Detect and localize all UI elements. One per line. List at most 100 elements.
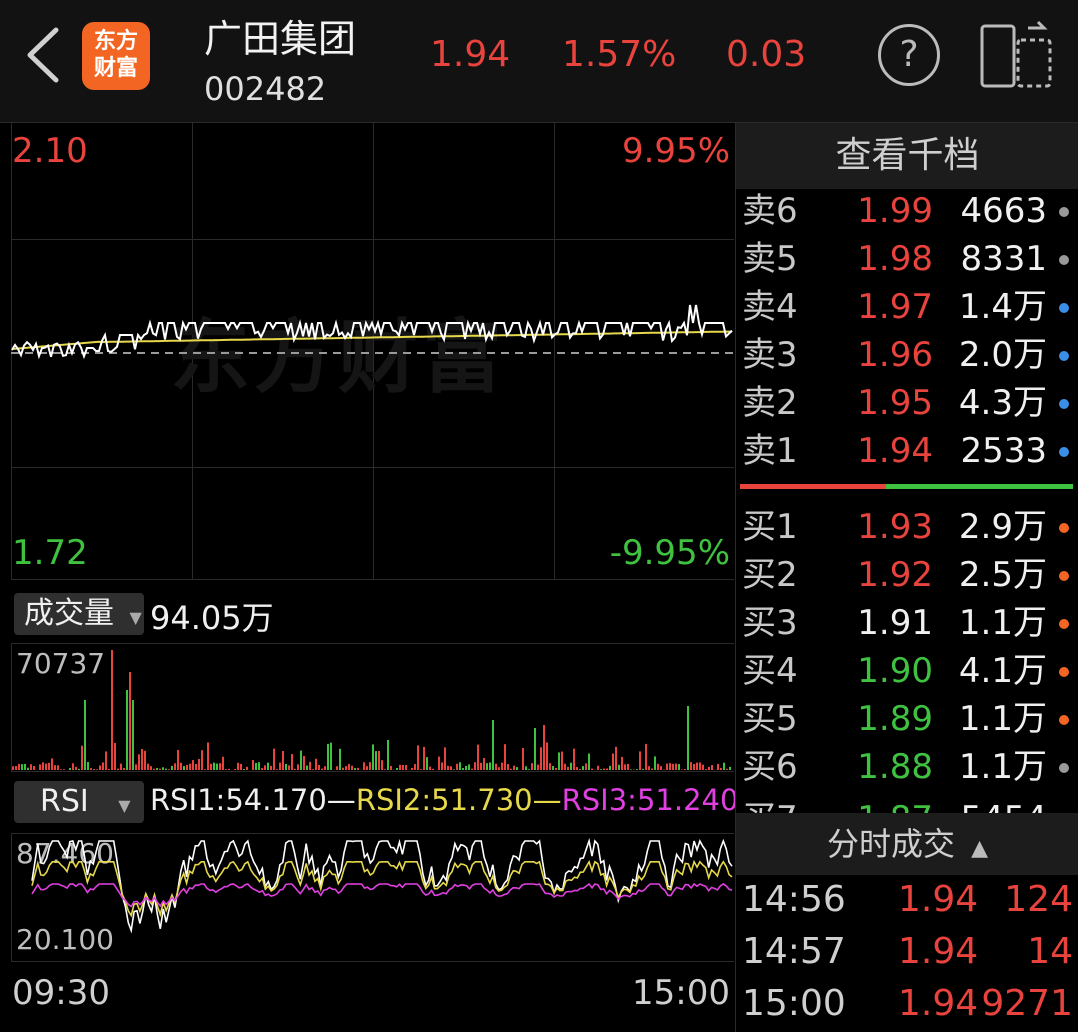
order-row[interactable]: 卖5 1.98 8331 bbox=[736, 235, 1078, 283]
volume-bar bbox=[48, 762, 50, 770]
volume-bar bbox=[555, 767, 557, 770]
volume-bar bbox=[177, 750, 179, 770]
order-row[interactable]: 买2 1.92 2.5万 bbox=[736, 551, 1078, 599]
volume-bar bbox=[345, 766, 347, 770]
volume-bar bbox=[357, 767, 359, 770]
volume-bar bbox=[513, 765, 515, 770]
order-label: 买7 bbox=[742, 795, 798, 813]
dot-icon bbox=[1059, 667, 1069, 677]
volume-bar bbox=[708, 766, 710, 770]
volume-bar bbox=[237, 762, 239, 770]
average-price-line bbox=[11, 330, 733, 350]
volume-bar bbox=[69, 768, 71, 770]
back-arrow-icon[interactable] bbox=[22, 26, 66, 84]
chart-area[interactable]: 2.10 9.95% 1.72 -9.95% 东方财富 成交量 ▼ 94.05万… bbox=[0, 123, 767, 1032]
order-row[interactable]: 卖1 1.94 2533 bbox=[736, 427, 1078, 475]
volume-bar bbox=[444, 747, 446, 770]
volume-chart bbox=[12, 650, 731, 770]
order-label: 卖1 bbox=[742, 431, 798, 471]
volume-bar bbox=[666, 763, 668, 770]
rsi-legend: RSI1:54.170—RSI2:51.730—RSI3:51.240— bbox=[150, 783, 767, 817]
order-row[interactable]: 买4 1.90 4.1万 bbox=[736, 647, 1078, 695]
order-price: 1.90 bbox=[857, 651, 933, 691]
order-row[interactable]: 买6 1.88 1.1万 bbox=[736, 743, 1078, 791]
volume-bar bbox=[258, 762, 260, 770]
volume-bar bbox=[336, 766, 338, 770]
volume-bar bbox=[504, 744, 506, 770]
header-bar: 东方 财富 广田集团 002482 1.94 1.57% 0.03 ? bbox=[0, 0, 1078, 123]
volume-bar bbox=[549, 763, 551, 770]
order-row[interactable]: 卖4 1.97 1.4万 bbox=[736, 283, 1078, 331]
order-price: 1.99 bbox=[857, 191, 933, 231]
order-row[interactable]: 买5 1.89 1.1万 bbox=[736, 695, 1078, 743]
pct-high-label: 9.95% bbox=[621, 131, 730, 171]
volume-tab[interactable]: 成交量 ▼ bbox=[14, 593, 144, 635]
stock-name: 广田集团 bbox=[204, 17, 357, 61]
volume-bar bbox=[18, 763, 20, 770]
volume-bar bbox=[96, 769, 98, 770]
volume-bar bbox=[618, 764, 620, 770]
volume-bar bbox=[642, 768, 644, 770]
volume-bar bbox=[45, 763, 47, 770]
layout-switch-icon[interactable] bbox=[978, 20, 1054, 90]
order-row[interactable]: 买7 1.87 5454 bbox=[736, 795, 1078, 813]
view-depth-button[interactable]: 查看千档 bbox=[736, 123, 1078, 189]
volume-bar bbox=[309, 761, 311, 770]
volume-bar bbox=[63, 769, 65, 770]
volume-bar bbox=[639, 751, 641, 770]
order-volume: 1.4万 bbox=[958, 287, 1047, 327]
order-row[interactable]: 买3 1.91 1.1万 bbox=[736, 599, 1078, 647]
price-line bbox=[11, 304, 733, 360]
volume-bar bbox=[477, 744, 479, 770]
volume-bar bbox=[150, 766, 152, 770]
tick-trades-title: 分时成交 bbox=[826, 825, 955, 863]
order-volume: 8331 bbox=[960, 239, 1047, 279]
current-price: 1.94 bbox=[430, 34, 511, 75]
volume-bar bbox=[558, 752, 560, 770]
order-row[interactable]: 卖3 1.96 2.0万 bbox=[736, 331, 1078, 379]
volume-bar bbox=[450, 766, 452, 770]
help-icon[interactable]: ? bbox=[878, 24, 940, 86]
volume-bar bbox=[582, 766, 584, 770]
dot-icon bbox=[1059, 255, 1069, 265]
pct-low-label: -9.95% bbox=[609, 533, 730, 573]
intraday-price-chart bbox=[11, 304, 734, 360]
volume-bar bbox=[729, 766, 731, 770]
volume-bar bbox=[324, 766, 326, 770]
volume-bar bbox=[102, 762, 104, 770]
volume-bar bbox=[570, 762, 572, 770]
volume-bar bbox=[483, 758, 485, 770]
order-price: 1.92 bbox=[857, 555, 933, 595]
volume-bar bbox=[117, 768, 119, 770]
rsi1-line bbox=[31, 837, 733, 934]
rsi-tab[interactable]: RSI ▼ bbox=[14, 781, 144, 823]
dot-icon bbox=[1059, 715, 1069, 725]
volume-bar bbox=[369, 762, 371, 770]
volume-bar bbox=[180, 762, 182, 770]
volume-bar bbox=[135, 764, 137, 770]
order-row[interactable]: 卖6 1.99 4663 bbox=[736, 187, 1078, 235]
volume-bar bbox=[432, 768, 434, 770]
volume-bar bbox=[189, 763, 191, 770]
volume-bar bbox=[39, 764, 41, 770]
order-row[interactable]: 买1 1.93 2.9万 bbox=[736, 503, 1078, 551]
volume-bar bbox=[267, 762, 269, 770]
volume-bar bbox=[348, 763, 350, 770]
tick-trades-header[interactable]: 分时成交 ▲ bbox=[736, 813, 1078, 875]
volume-bar bbox=[234, 769, 236, 770]
volume-bar bbox=[306, 765, 308, 770]
volume-bar bbox=[294, 768, 296, 770]
volume-bar bbox=[273, 748, 275, 770]
volume-bar bbox=[207, 742, 209, 770]
rsi3-value: RSI3:51.240— bbox=[561, 783, 768, 817]
order-volume: 2.0万 bbox=[958, 335, 1047, 375]
volume-bar bbox=[30, 764, 32, 770]
tick-row: 14:56 1.94 124 bbox=[736, 875, 1078, 925]
order-label: 卖6 bbox=[742, 191, 798, 231]
volume-bar bbox=[525, 766, 527, 770]
volume-bar bbox=[204, 769, 206, 770]
volume-bar bbox=[720, 767, 722, 770]
volume-bar bbox=[126, 690, 128, 770]
order-row[interactable]: 卖2 1.95 4.3万 bbox=[736, 379, 1078, 427]
volume-bar bbox=[516, 767, 518, 770]
